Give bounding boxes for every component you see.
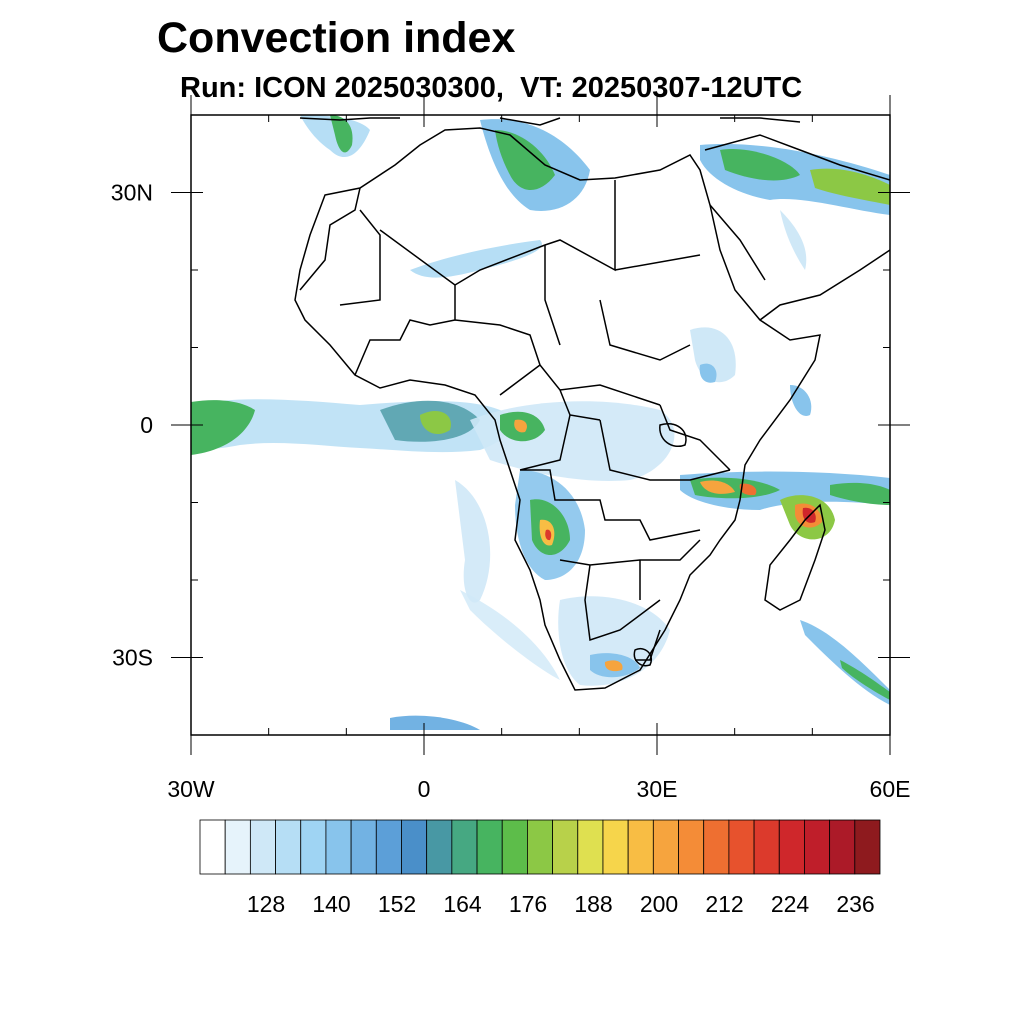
run-subtitle: Run: ICON 2025030300, VT: 20250307-12UTC xyxy=(180,72,803,104)
colorbar-swatch xyxy=(829,819,856,875)
colorbar-swatch xyxy=(527,819,553,875)
colorbar-label: 164 xyxy=(443,891,482,917)
colorbar-swatch xyxy=(476,819,503,875)
colorbar-swatch xyxy=(678,819,705,875)
colorbar-swatch xyxy=(451,819,478,875)
x-tick-label: 30W xyxy=(167,776,215,802)
colorbar-swatch xyxy=(199,819,226,875)
colorbar-swatch xyxy=(552,819,579,875)
colorbar-label: 212 xyxy=(705,891,743,917)
chart-title: Convection index xyxy=(157,14,516,62)
colorbar-swatch xyxy=(703,819,730,875)
y-axis: 30N 0 30S xyxy=(111,114,910,736)
colorbar-swatch xyxy=(854,819,881,875)
convection-north-west xyxy=(300,115,370,158)
colorbar-label: 152 xyxy=(378,891,416,917)
colorbar: 128 140 152 164 176 188 200 212 224 236 xyxy=(199,819,881,917)
colorbar-label: 128 xyxy=(247,891,285,917)
y-tick-label: 0 xyxy=(140,412,153,438)
colorbar-swatch xyxy=(426,819,453,875)
colorbar-swatch xyxy=(501,819,528,875)
colorbar-label: 236 xyxy=(836,891,874,917)
x-axis: 30W 0 30E 60E xyxy=(167,95,910,802)
colorbar-swatch xyxy=(224,819,251,875)
x-tick-label: 60E xyxy=(870,776,911,802)
colorbar-label: 224 xyxy=(771,891,810,917)
colorbar-swatch xyxy=(401,819,428,875)
colorbar-label: 188 xyxy=(574,891,612,917)
colorbar-swatch xyxy=(375,819,402,875)
colorbar-swatch xyxy=(275,819,302,875)
colorbar-swatch xyxy=(249,819,276,875)
colorbar-swatch xyxy=(300,819,327,875)
arabian-coastline xyxy=(704,134,890,321)
x-tick-label: 0 xyxy=(418,776,431,802)
convection-band-atlantic-core xyxy=(191,400,255,455)
colorbar-label: 140 xyxy=(312,891,350,917)
colorbar-swatch xyxy=(350,819,377,875)
lake-victoria xyxy=(659,423,687,447)
colorbar-label: 176 xyxy=(509,891,547,917)
africa-coastline xyxy=(294,127,821,691)
colorbar-swatch xyxy=(602,819,629,875)
colorbar-swatch xyxy=(804,819,831,875)
convection-south-africa xyxy=(558,596,670,686)
colorbar-label: 200 xyxy=(640,891,678,917)
colorbar-swatch xyxy=(577,819,604,875)
colorbar-swatch xyxy=(652,819,679,875)
colorbar-swatch xyxy=(753,819,780,875)
colorbar-swatch xyxy=(627,819,654,875)
x-tick-label: 30E xyxy=(637,776,678,802)
convection-field xyxy=(191,115,890,730)
lesotho-border xyxy=(633,648,652,667)
colorbar-swatch xyxy=(728,819,755,875)
madagascar-coastline xyxy=(764,503,826,611)
y-tick-label: 30N xyxy=(111,180,153,206)
coastlines-and-borders xyxy=(294,117,890,691)
y-tick-label: 30S xyxy=(112,645,153,671)
mediterranean-coast-north xyxy=(299,117,801,126)
colorbar-swatch xyxy=(778,819,805,875)
colorbar-swatch xyxy=(325,819,352,875)
